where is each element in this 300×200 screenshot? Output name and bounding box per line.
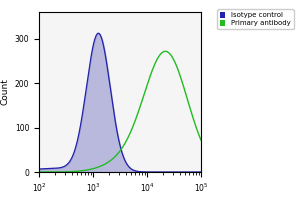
Legend: Isotype control, Primary antibody: Isotype control, Primary antibody xyxy=(217,9,293,29)
Y-axis label: Count: Count xyxy=(0,79,9,105)
